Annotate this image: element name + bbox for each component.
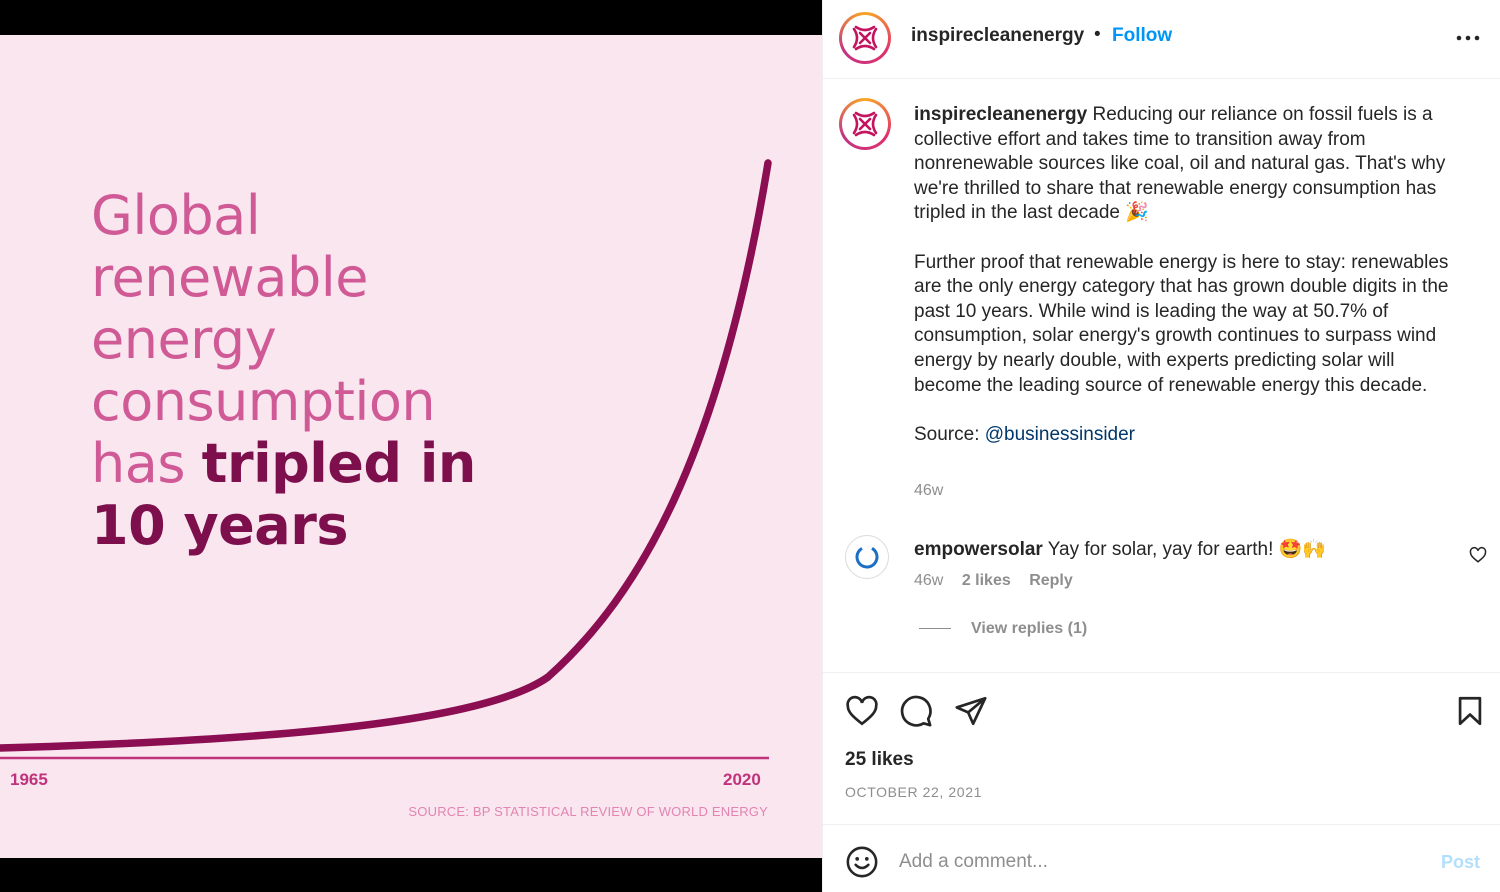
source-mention-link[interactable]: @businessinsider [984, 423, 1136, 445]
caption-avatar[interactable] [839, 98, 891, 150]
heart-icon[interactable] [845, 694, 879, 728]
comment-bubble-icon[interactable] [899, 694, 933, 728]
headline-bold-years: 10 years [91, 494, 348, 557]
brand-logo-icon [852, 111, 878, 137]
x-axis-end-label: 2020 [723, 770, 761, 789]
comment-body: empowersolar Yay for solar, yay for eart… [914, 537, 1434, 561]
post-caption: inspirecleanenergy Reducing our reliance… [914, 103, 1459, 472]
bookmark-icon[interactable] [1453, 694, 1487, 728]
headline-line-3: energy [91, 308, 277, 371]
post-date[interactable]: OCTOBER 22, 2021 [845, 784, 982, 800]
caption-source: Source: @businessinsider [914, 423, 1459, 448]
header-avatar[interactable] [839, 12, 891, 64]
emoji-icon[interactable] [845, 845, 879, 879]
add-comment-input[interactable] [899, 845, 1419, 879]
growth-chart [0, 159, 772, 760]
share-paper-plane-icon[interactable] [954, 694, 988, 728]
headline-bold-tripled: tripled in [201, 432, 477, 495]
headline-line-5: has tripled in [91, 433, 651, 495]
replies-dash [919, 628, 951, 630]
comment-time[interactable]: 46w [914, 572, 944, 589]
brand-logo-icon [852, 25, 878, 51]
comment-text: Yay for solar, yay for earth! 🤩🙌 [1047, 539, 1326, 560]
growth-curve [0, 159, 772, 752]
header-username[interactable]: inspirecleanenergy [911, 25, 1085, 46]
headline-line-1: Global [91, 184, 261, 247]
follow-button[interactable]: Follow [1112, 25, 1173, 46]
comment-avatar[interactable] [845, 535, 889, 579]
view-replies-button[interactable]: View replies (1) [919, 620, 1087, 638]
add-comment-bar: Post [823, 824, 1500, 892]
empowersolar-logo-icon [855, 545, 879, 569]
headline-line-2: renewable [91, 246, 368, 309]
comment-likes[interactable]: 2 likes [961, 572, 1011, 589]
comment-username[interactable]: empowersolar [914, 539, 1043, 560]
headline-line-4: consumption [91, 370, 436, 433]
post-side-panel: inspirecleanenergy • Follow inspireclean… [822, 0, 1500, 892]
more-horizontal-icon[interactable] [1453, 28, 1483, 48]
post-media: Global renewable energy consumption has … [0, 0, 822, 892]
likes-count[interactable]: 25 likes [845, 749, 914, 770]
caption-username[interactable]: inspirecleanenergy [914, 104, 1088, 125]
caption-paragraph-2: Further proof that renewable energy is h… [914, 251, 1449, 396]
post-actions: 25 likes OCTOBER 22, 2021 [823, 672, 1500, 824]
comment-meta: 46w 2 likes Reply [914, 572, 1087, 590]
comment-heart-icon[interactable] [1469, 546, 1487, 564]
slide-headline: Global renewable energy consumption has … [91, 185, 651, 557]
caption-timestamp[interactable]: 46w [914, 482, 944, 499]
x-axis-start-label: 1965 [10, 770, 48, 789]
caption-paragraph-1: inspirecleanenergy Reducing our reliance… [914, 103, 1459, 226]
header-separator: • [1094, 24, 1101, 45]
view-replies-label: View replies (1) [971, 620, 1088, 637]
comment-reply-button[interactable]: Reply [1029, 572, 1073, 589]
headline-has: has [91, 432, 202, 495]
post-comment-button[interactable]: Post [1441, 852, 1481, 872]
slide-source-note: SOURCE: BP STATISTICAL REVIEW OF WORLD E… [408, 804, 768, 819]
caption-source-label: Source: [914, 423, 985, 445]
post-image-slide[interactable]: Global renewable energy consumption has … [0, 35, 822, 858]
post-header: inspirecleanenergy • Follow [823, 0, 1500, 79]
caption-text-1: Reducing our reliance on fossil fuels is… [914, 104, 1446, 224]
